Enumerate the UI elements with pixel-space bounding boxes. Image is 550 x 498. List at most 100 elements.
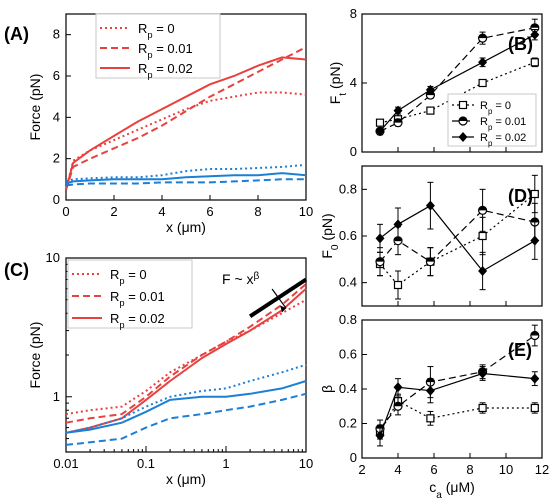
- y-tick-label-a: 4: [53, 109, 60, 124]
- legend-label-b-1: Rp = 0.01: [480, 116, 526, 132]
- y-tick-label-a: 0: [53, 192, 60, 207]
- y-axis-label-a: Force (pN): [27, 74, 43, 141]
- data-point-e-2: [375, 430, 385, 441]
- data-point-b-0: [530, 58, 539, 67]
- legend-label-a-0: Rp = 0: [138, 21, 175, 40]
- data-point-b-2: [530, 29, 540, 40]
- y-tick-label-a: 6: [53, 68, 60, 83]
- legend-marker-b-1-fill: [459, 117, 467, 121]
- y-tick-label-d: 0.4: [339, 275, 357, 290]
- data-point-d-0: [393, 280, 403, 290]
- legend-label-c-0: Rp = 0: [110, 267, 147, 286]
- legend-label-c-1: Rp = 0.01: [110, 289, 165, 308]
- data-point-e-2: [530, 373, 540, 384]
- legend-label-a-2: Rp = 0.02: [138, 61, 193, 80]
- x-tick-label-a: 6: [206, 204, 213, 219]
- annotation-arrowhead-c: [280, 305, 287, 313]
- y-axis-label-c: Force (pN): [27, 322, 43, 389]
- series-line-d-2: [379, 204, 536, 272]
- series-line-e-2: [379, 372, 535, 436]
- y-tick-label-e: 0: [350, 450, 357, 465]
- y-tick-label-c: 10: [46, 250, 60, 265]
- data-point-d-0: [478, 231, 487, 241]
- panel-label-d: (D): [508, 186, 533, 206]
- legend-label-c-2: Rp = 0.02: [110, 311, 165, 330]
- panel-label-e: (E): [508, 340, 532, 360]
- data-point-b-0: [375, 118, 385, 127]
- y-axis-label-b: Ft (pN): [327, 62, 349, 105]
- series-line-a-5: [65, 172, 307, 185]
- panel-label-c: (C): [4, 260, 29, 280]
- data-point-b-2: [478, 57, 488, 68]
- x-tick-label-e: 10: [499, 462, 513, 477]
- series-line-c-4: [65, 392, 307, 446]
- legend-marker-b-0: [458, 100, 468, 110]
- data-point-e-2: [478, 368, 488, 379]
- data-point-e-2: [393, 382, 403, 393]
- y-tick-label-b: 8: [350, 6, 357, 21]
- x-axis-label-c: x (μm): [166, 471, 206, 487]
- series-line-e-0: [379, 400, 535, 433]
- x-tick-label-c: 0.1: [137, 456, 155, 471]
- data-point-e-0: [530, 403, 539, 413]
- data-point-b-0: [478, 78, 487, 88]
- x-axis-label-e: ca (μM): [429, 479, 475, 498]
- x-tick-label-e: 2: [358, 462, 365, 477]
- x-tick-label-a: 2: [110, 204, 117, 219]
- panel-c: (C) 0.01 0.1 1 10 1 10 x (μm) Force (pN) F ~ xβ Rp…: [4, 250, 313, 487]
- data-point-d-1-fill: [376, 257, 384, 262]
- data-point-b-1-fill: [530, 23, 539, 28]
- y-tick-label-e: 0.4: [339, 381, 357, 396]
- x-axis-label-a: x (μm): [166, 219, 206, 235]
- data-point-d-2: [478, 266, 488, 276]
- data-point-d-1-fill: [478, 206, 487, 211]
- panel-e: (E) 0 0.2 0.4 0.6 0.8 β 2 4 6 8 10 12 ca (μM): [319, 312, 549, 498]
- data-point-b-2: [393, 105, 403, 116]
- data-point-d-0: [530, 189, 539, 199]
- data-point-b-0: [426, 106, 435, 115]
- y-axis-label-e: β: [319, 385, 335, 393]
- panel-d: (D) 0.4 0.6 0.8 F0 (pN): [319, 165, 543, 307]
- data-point-e-0: [478, 403, 487, 413]
- y-tick-label-c: 1: [53, 389, 60, 404]
- data-point-d-2: [393, 219, 403, 230]
- y-tick-label-a: 8: [53, 27, 60, 42]
- legend-label-b-0: Rp = 0: [480, 100, 511, 116]
- legend-marker-b-2: [458, 132, 468, 142]
- data-point-d-2: [425, 200, 435, 211]
- y-tick-label-a: 2: [53, 151, 60, 166]
- x-tick-label-e: 6: [430, 462, 437, 477]
- series-line-c-3: [65, 363, 307, 434]
- legend-label-b-2: Rp = 0.02: [480, 132, 526, 148]
- y-tick-label-e: 0.8: [339, 312, 357, 327]
- legend-box-c: [67, 259, 193, 329]
- series-line-c-0: [65, 298, 307, 416]
- data-point-e-1-fill: [394, 402, 402, 407]
- data-point-d-2: [530, 235, 540, 246]
- series-line-a-2: [65, 56, 307, 190]
- x-tick-label-e: 12: [535, 462, 549, 477]
- y-tick-label-e: 0.6: [339, 347, 357, 362]
- x-tick-label-a: 10: [299, 204, 313, 219]
- series-line-a-1: [65, 46, 307, 191]
- y-tick-label-e: 0.2: [339, 416, 357, 431]
- legend-label-a-1: Rp = 0.01: [138, 41, 193, 60]
- x-tick-label-e: 4: [394, 462, 401, 477]
- series-line-b-1: [379, 27, 535, 132]
- data-point-d-1-fill: [426, 257, 435, 262]
- legend-c: Rp = 0 Rp = 0.01 Rp = 0.02: [67, 259, 193, 330]
- annotation-c: F ~ xβ: [222, 271, 260, 288]
- data-point-e-2: [425, 385, 435, 396]
- data-point-b-2: [425, 84, 435, 95]
- x-tick-label-a: 0: [62, 204, 69, 219]
- series-line-a-3: [65, 163, 307, 183]
- data-point-d-2: [375, 233, 385, 244]
- y-tick-label-b: 0: [350, 144, 357, 159]
- x-tick-label-c: 0.01: [53, 456, 78, 471]
- x-tick-label-e: 8: [466, 462, 473, 477]
- x-tick-label-a: 8: [254, 204, 261, 219]
